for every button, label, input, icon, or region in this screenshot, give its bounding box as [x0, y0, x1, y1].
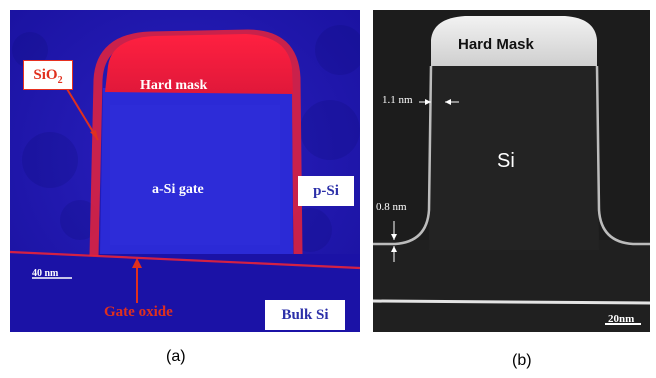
gate-label: a-Si gate: [152, 182, 204, 197]
oxide-thickness-top-label: 1.1 nm: [382, 94, 413, 106]
oxide-thickness-bottom-label: 0.8 nm: [376, 201, 407, 213]
tem-image-panel-a: SiO2 Hard mask a-Si gate p-Si 40 nm Gate…: [10, 10, 360, 332]
hard-mask-label-a: Hard mask: [140, 78, 208, 93]
tem-image-b: [373, 10, 650, 332]
hard-mask-label-b: Hard Mask: [458, 36, 534, 53]
caption-a: (a): [166, 348, 186, 365]
scale-bar-label-b: 20nm: [608, 313, 635, 325]
caption-b: (b): [512, 352, 532, 369]
p-si-label: p-Si: [298, 176, 354, 206]
si-label: Si: [497, 150, 515, 172]
tem-image-panel-b: Hard Mask 1.1 nm Si 0.8 nm 20nm: [373, 10, 650, 332]
sio2-label: SiO2: [23, 60, 73, 90]
scale-bar-label-a: 40 nm: [32, 268, 59, 279]
tem-image-a: [10, 10, 360, 332]
bulk-si-label: Bulk Si: [265, 300, 345, 330]
gate-oxide-label: Gate oxide: [104, 304, 173, 320]
